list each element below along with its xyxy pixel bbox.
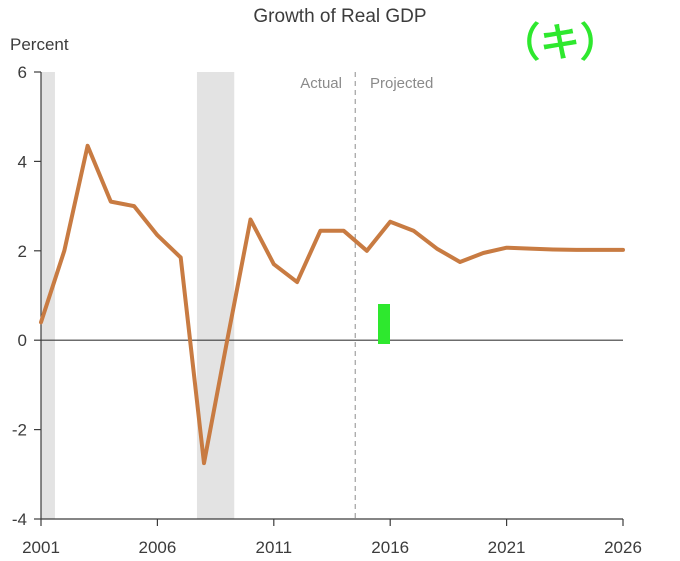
x-ticks: 2001 2006 2011 2016 2021 2026: [22, 519, 642, 557]
x-tick-label: 2021: [488, 538, 526, 557]
actual-label: Actual: [300, 75, 342, 92]
series-line-1: [39, 143, 625, 466]
y-tick-label: 2: [18, 242, 27, 261]
series-layer: [39, 143, 625, 466]
annotation-marker: [378, 304, 390, 344]
chart-title: Growth of Real GDP: [253, 6, 426, 27]
y-tick-label: -4: [12, 510, 27, 529]
y-ticks: 6 4 2 0 -2 -4: [12, 63, 41, 529]
x-tick-label: 2001: [22, 538, 60, 557]
x-tick-label: 2011: [256, 538, 293, 557]
x-tick-label: 2006: [138, 538, 176, 557]
projected-label: Projected: [370, 75, 433, 92]
y-axis-label: Percent: [10, 35, 69, 54]
x-tick-label: 2016: [371, 538, 409, 557]
y-tick-label: 4: [18, 152, 27, 171]
y-tick-label: -2: [12, 421, 27, 440]
y-tick-label: 6: [18, 63, 27, 82]
x-tick-label: 2026: [604, 538, 642, 557]
y-tick-label: 0: [18, 331, 27, 350]
annotation-label: （キ）: [500, 21, 620, 65]
